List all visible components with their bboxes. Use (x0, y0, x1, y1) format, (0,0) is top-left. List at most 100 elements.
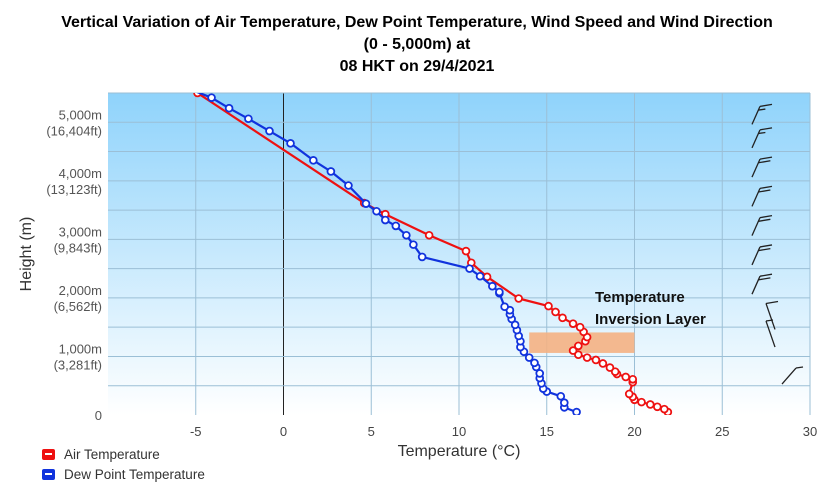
wind-barb-flag (758, 277, 771, 281)
legend-label-air: Air Temperature (64, 446, 160, 462)
air-temperature-point (628, 374, 638, 384)
air-temperature-point (461, 246, 471, 256)
y-tick-sublabel: (16,404ft) (46, 123, 102, 138)
dew-point-point (380, 215, 390, 225)
air-temperature-point (558, 313, 567, 323)
wind-barb (751, 156, 773, 178)
y-tick-sublabel: (3,281ft) (54, 357, 102, 372)
dew-point-point (286, 139, 295, 148)
air-temperature-point (568, 319, 578, 328)
dew-point-point (488, 281, 497, 291)
dew-point-point (535, 369, 545, 378)
gridlines (108, 92, 811, 415)
wind-barb-flag (758, 160, 771, 164)
y-axis-title: Height (m) (18, 217, 35, 292)
air-temperature-point (568, 346, 578, 355)
air-temperature-point (621, 372, 631, 382)
y-tick-sublabel: (9,843ft) (54, 240, 102, 255)
x-tick-label: 0 (280, 424, 287, 439)
dew-point-point (402, 230, 411, 240)
wind-barb (751, 273, 773, 295)
wind-barb-flag (759, 156, 773, 160)
wind-barb-flag (759, 185, 773, 190)
wind-barb-staff (765, 320, 776, 348)
x-tick-label: 10 (452, 424, 466, 439)
wind-barb-flag (795, 366, 804, 369)
annotation-label: Temperature (595, 289, 685, 306)
dew-point-point (372, 206, 381, 216)
dew-point-point (309, 156, 318, 165)
x-axis-title: Temperature (°C) (398, 443, 521, 460)
legend-swatch-dew (42, 468, 55, 480)
dew-point-point (475, 271, 485, 281)
y-tick-label: 4,000m (59, 166, 102, 181)
y-tick-label: 3,000m (59, 224, 102, 239)
y-tick-sublabel: (6,562ft) (54, 299, 102, 314)
air-temperature-point (544, 301, 553, 311)
dew-point-point (465, 264, 474, 273)
y-tick-label: 0 (95, 408, 102, 423)
wind-barb (781, 366, 804, 385)
chart-title: Vertical Variation of Air Temperature, D… (61, 14, 773, 31)
air-temperature-point (660, 404, 669, 414)
dew-point-point (417, 252, 427, 262)
air-temperature-point (514, 294, 523, 303)
y-tick-label: 5,000m (59, 107, 102, 122)
dew-point-point (500, 302, 509, 311)
x-tick-label: 25 (715, 424, 729, 439)
dew-point-point (409, 240, 418, 249)
legend-item-dew-point[interactable]: Dew Point Temperature (42, 466, 205, 482)
wind-barb-flag (758, 108, 766, 111)
legend-swatch-air (42, 448, 55, 460)
y-tick-label: 1,000m (59, 341, 102, 356)
air-temperature-point (424, 230, 434, 240)
y-tick-label: 2,000m (59, 283, 102, 298)
dew-point-point (361, 199, 371, 208)
dew-point-point (559, 398, 569, 408)
wind-barb-staff (781, 367, 797, 385)
dew-point-point (524, 353, 534, 362)
dew-point-point (495, 287, 504, 297)
wind-barb-flag (765, 300, 779, 305)
wind-barb (751, 127, 773, 149)
dew-point-point (556, 391, 566, 401)
chart-date: 08 HKT on 29/4/2021 (339, 58, 495, 75)
air-temperature-point (574, 341, 583, 351)
x-tick-label: 5 (368, 424, 375, 439)
dew-point-point (530, 358, 539, 368)
air-temperature-point (605, 363, 615, 372)
wind-barb-flag (759, 103, 773, 108)
dew-point-point (572, 407, 581, 415)
wind-barb-flag (759, 273, 773, 277)
wind-barb (751, 185, 773, 207)
air-temperature-point (637, 397, 646, 407)
x-tick-label: 15 (540, 424, 554, 439)
dew-point-point (224, 103, 234, 113)
dew-point-point (391, 221, 401, 231)
air-temperature-point (582, 353, 592, 362)
legend-item-air-temperature[interactable]: Air Temperature (42, 446, 160, 462)
legend-label-dew: Dew Point Temperature (64, 466, 205, 482)
wind-barb-flag (759, 127, 773, 131)
wind-barb-flag (759, 215, 773, 219)
dew-point-point (344, 181, 353, 190)
air-temperature-point (624, 389, 634, 399)
wind-barb-flag (765, 319, 774, 322)
dew-point-point (265, 126, 274, 136)
air-temperature-point (645, 400, 655, 409)
wind-barb-flag (758, 131, 766, 135)
wind-barb-flag (759, 244, 773, 248)
wind-barb-staff (765, 303, 776, 330)
wind-barb (751, 103, 773, 125)
x-tick-label: 20 (627, 424, 641, 439)
air-temperature-point (591, 355, 601, 365)
air-temperature-point (551, 307, 560, 317)
air-temperature-point (653, 402, 662, 412)
air-temperature-point (575, 322, 585, 332)
air-temperature-point (598, 359, 608, 368)
dew-point-point (326, 167, 336, 176)
wind-barb-flag (758, 218, 771, 222)
wind-barb-flag (758, 247, 771, 252)
annotation-label: Inversion Layer (595, 311, 706, 328)
